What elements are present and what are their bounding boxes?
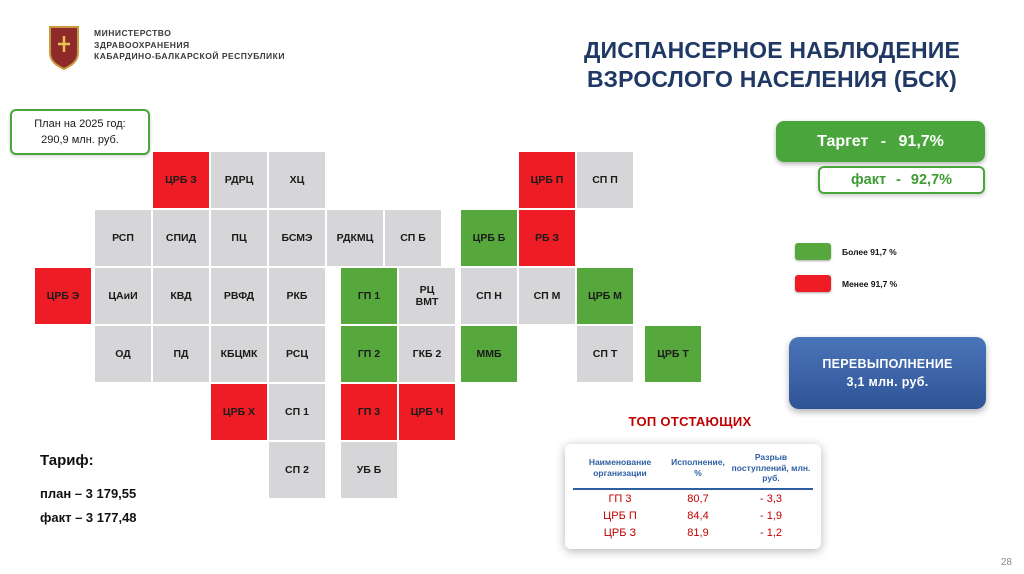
org-tile-пц: ПЦ xyxy=(211,210,267,266)
legend-swatch-below xyxy=(795,275,831,292)
org-tile-црб-т: ЦРБ Т xyxy=(645,326,701,382)
ministry-name: МИНИСТЕРСТВО ЗДРАВООХРАНЕНИЯ КАБАРДИНО-Б… xyxy=(94,24,285,63)
org-tile-сп-1: СП 1 xyxy=(269,384,325,440)
table-header-org: Наименование организации xyxy=(588,457,652,478)
ministry-emblem-icon xyxy=(46,24,82,75)
plan-2025-box: План на 2025 год: 290,9 млн. руб. xyxy=(10,109,150,155)
table-row: ЦРБ П 84,4 - 1,9 xyxy=(573,507,813,524)
top-lagging-title: ТОП ОТСТАЮЩИХ xyxy=(628,414,752,429)
ministry-name-line2: ЗДРАВООХРАНЕНИЯ xyxy=(94,39,190,50)
legend-label-above: Более 91,7 % xyxy=(842,246,897,257)
legend-swatch-above xyxy=(795,243,831,260)
plan-2025-value: 290,9 млн. руб. xyxy=(41,134,119,146)
org-tile-сп-м: СП М xyxy=(519,268,575,324)
org-tile-цаии: ЦАиИ xyxy=(95,268,151,324)
table-cell: 80,7 xyxy=(687,492,709,505)
table-row: ЦРБ З 81,9 - 1,2 xyxy=(573,524,813,541)
table-cell: - 1,9 xyxy=(759,509,782,522)
overachievement-value: 3,1 млн. руб. xyxy=(846,375,929,389)
table-cell: - 3,3 xyxy=(759,492,782,505)
plan-2025-label: План на 2025 год: xyxy=(34,118,126,130)
tariff-fact: факт – 3 177,48 xyxy=(40,510,137,525)
org-tile-гкб-2: ГКБ 2 xyxy=(399,326,455,382)
target-badge: Таргет - 91,7% xyxy=(776,121,985,162)
org-tile-рвфд: РВФД xyxy=(211,268,267,324)
table-cell: 81,9 xyxy=(687,526,709,539)
fact-badge: факт - 92,7% xyxy=(818,166,985,194)
org-tile-рсц: РСЦ xyxy=(269,326,325,382)
org-tile-рц-вмт: РЦ ВМТ xyxy=(399,268,455,324)
overachievement-label: ПЕРЕВЫПОЛНЕНИЕ xyxy=(822,357,953,371)
table-header-row: Наименование организации Исполнение, % Р… xyxy=(573,450,813,490)
table-cell: - 1,2 xyxy=(759,526,782,539)
legend-label-below: Менее 91,7 % xyxy=(842,278,898,289)
org-tile-ммб: ММБ xyxy=(461,326,517,382)
ministry-name-line3: КАБАРДИНО-БАЛКАРСКОЙ РЕСПУБЛИКИ xyxy=(94,51,285,61)
tariff-title: Тариф: xyxy=(40,452,94,469)
org-tile-бсмэ: БСМЭ xyxy=(269,210,325,266)
org-tile-кбцмк: КБЦМК xyxy=(211,326,267,382)
tariff-plan: план – 3 179,55 xyxy=(40,486,137,501)
table-header-execution: Исполнение, % xyxy=(671,457,725,478)
org-tile-квд: КВД xyxy=(153,268,209,324)
org-tile-сп-т: СП Т xyxy=(577,326,633,382)
org-tile-гп-3: ГП 3 xyxy=(341,384,397,440)
legend-item-above: Более 91,7 % xyxy=(795,243,897,260)
org-tile-уб-б: УБ Б xyxy=(341,442,397,498)
page-title: ДИСПАНСЕРНОЕ НАБЛЮДЕНИЕ ВЗРОСЛОГО НАСЕЛЕ… xyxy=(548,36,996,94)
org-tile-рб-з: РБ З xyxy=(519,210,575,266)
org-tile-спид: СПИД xyxy=(153,210,209,266)
page-title-line2: ВЗРОСЛОГО НАСЕЛЕНИЯ (БСК) xyxy=(586,66,958,92)
table-header-gap: Разрыв поступлений, млн. руб. xyxy=(731,452,811,483)
org-tile-рсп: РСП xyxy=(95,210,151,266)
org-tile-гп-1: ГП 1 xyxy=(341,268,397,324)
org-tile-рдкмц: РДКМЦ xyxy=(327,210,383,266)
table-row: ГП 3 80,7 - 3,3 xyxy=(573,490,813,507)
table-cell: ГП 3 xyxy=(608,492,632,505)
org-tile-ркб: РКБ xyxy=(269,268,325,324)
org-tile-сп-б: СП Б xyxy=(385,210,441,266)
org-tile-гп-2: ГП 2 xyxy=(341,326,397,382)
org-tile-рдрц: РДРЦ xyxy=(211,152,267,208)
ministry-name-line1: МИНИСТЕРСТВО xyxy=(94,28,172,38)
org-tile-хц: ХЦ xyxy=(269,152,325,208)
page-title-line1: ДИСПАНСЕРНОЕ НАБЛЮДЕНИЕ xyxy=(583,37,961,63)
org-tile-црб-п: ЦРБ П xyxy=(519,152,575,208)
table-cell: ЦРБ З xyxy=(603,526,637,539)
top-lagging-table: Наименование организации Исполнение, % Р… xyxy=(565,444,821,549)
overachievement-box: ПЕРЕВЫПОЛНЕНИЕ 3,1 млн. руб. xyxy=(789,337,986,409)
org-tile-црб-э: ЦРБ Э xyxy=(35,268,91,324)
org-tile-црб-м: ЦРБ М xyxy=(577,268,633,324)
org-tile-црб-б: ЦРБ Б xyxy=(461,210,517,266)
lagging-table-body: ГП 3 80,7 - 3,3 ЦРБ П 84,4 - 1,9 ЦРБ З 81,9 - 1,… xyxy=(573,490,813,541)
org-tile-сп-н: СП Н xyxy=(461,268,517,324)
ministry-header: МИНИСТЕРСТВО ЗДРАВООХРАНЕНИЯ КАБАРДИНО-Б… xyxy=(46,24,285,75)
legend-item-below: Менее 91,7 % xyxy=(795,275,897,292)
org-tile-црб-ч: ЦРБ Ч xyxy=(399,384,455,440)
org-tile-од: ОД xyxy=(95,326,151,382)
page-number: 28 xyxy=(1000,557,1012,568)
legend: Более 91,7 % Менее 91,7 % xyxy=(795,243,897,307)
org-tile-пд: ПД xyxy=(153,326,209,382)
table-cell: 84,4 xyxy=(687,509,709,522)
org-tile-сп-2: СП 2 xyxy=(269,442,325,498)
org-tile-црб-х: ЦРБ Х xyxy=(211,384,267,440)
org-tile-сп-п: СП П xyxy=(577,152,633,208)
org-tile-црб-з: ЦРБ З xyxy=(153,152,209,208)
table-cell: ЦРБ П xyxy=(603,509,637,522)
